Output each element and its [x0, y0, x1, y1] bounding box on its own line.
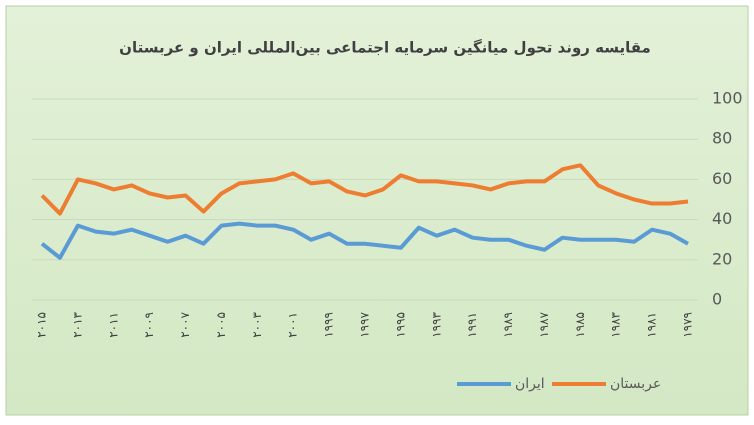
x-tick-label: ۱۹۸۷ [537, 311, 551, 337]
y-tick-label: 40 [712, 209, 732, 228]
x-tick-label: ۲۰۰۱ [286, 312, 300, 338]
x-tick-label: ۱۹۹۵ [393, 312, 407, 338]
x-tick-label: ۲۰۰۳ [250, 311, 264, 337]
x-tick-label: ۱۹۹۳ [429, 311, 443, 337]
x-tick-label: ۱۹۹۱ [465, 312, 479, 338]
x-tick-label: ۱۹۸۹ [501, 312, 515, 338]
x-tick-label: ۲۰۱۵ [35, 312, 49, 338]
y-tick-label: 20 [712, 249, 732, 268]
x-tick-label: ۲۰۰۹ [142, 312, 156, 338]
x-tick-label: ۱۹۸۵ [573, 312, 587, 338]
x-tick-label: ۲۰۱۱ [106, 312, 120, 338]
chart-background [6, 6, 748, 415]
x-tick-label: ۱۹۸۱ [645, 312, 659, 338]
chart: مقایسه روند تحول میانگین سرمایه اجتماعی … [0, 0, 754, 421]
y-tick-label: 0 [712, 290, 722, 309]
x-tick-label: ۱۹۹۷ [358, 311, 372, 337]
x-tick-label: ۱۹۹۹ [322, 312, 336, 338]
x-tick-label: ۲۰۰۵ [214, 312, 228, 338]
y-tick-label: 80 [712, 129, 732, 148]
y-tick-label: 60 [712, 169, 732, 188]
legend-label: ایران [515, 376, 545, 392]
y-tick-label: 100 [712, 89, 743, 108]
chart-title: مقایسه روند تحول میانگین سرمایه اجتماعی … [119, 39, 651, 57]
x-tick-label: ۲۰۱۳ [70, 311, 84, 337]
x-tick-label: ۲۰۰۷ [178, 311, 192, 337]
x-tick-label: ۱۹۷۹ [681, 312, 695, 338]
legend-label: عربستان [610, 376, 661, 392]
x-tick-label: ۱۹۸۳ [609, 311, 623, 337]
